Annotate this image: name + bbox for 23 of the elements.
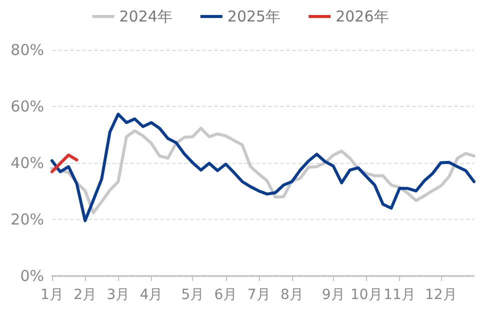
y-tick-label: 60%	[10, 98, 44, 116]
x-tick-label: 6月	[214, 287, 238, 303]
y-tick-label: 0%	[20, 267, 44, 285]
legend-label: 2025年	[227, 8, 281, 26]
legend-label: 2024年	[119, 8, 172, 26]
line-series	[50, 126, 476, 214]
x-tick-label: 9月	[322, 287, 345, 303]
x-tick-label: 3月	[106, 287, 130, 303]
x-tick-label: 7月	[247, 287, 270, 303]
x-tick-label: 12月	[424, 287, 457, 303]
x-tick-label: 10月	[350, 287, 382, 303]
line-series	[50, 112, 476, 222]
y-tick-label: 40%	[10, 154, 44, 172]
x-tick-label: 11月	[384, 287, 416, 303]
y-tick-label: 80%	[10, 41, 44, 59]
line-series	[50, 154, 78, 174]
x-tick-label: 4月	[140, 287, 163, 303]
x-tick-label: 2月	[74, 287, 97, 303]
legend-label: 2026年	[336, 8, 389, 26]
y-tick-label: 20%	[10, 210, 44, 228]
x-tick-label: 1月	[40, 287, 64, 303]
x-tick-label: 8月	[280, 287, 304, 303]
x-tick-label: 5月	[181, 287, 204, 303]
